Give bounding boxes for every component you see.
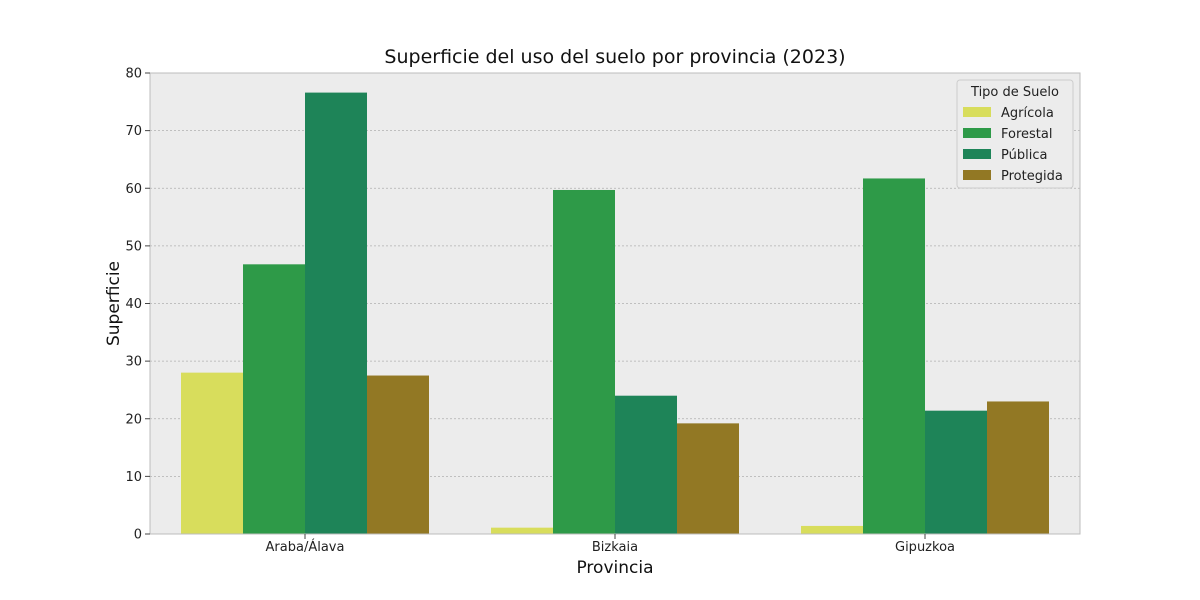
legend-swatch — [963, 170, 991, 180]
bar — [925, 410, 987, 534]
y-tick-label: 30 — [125, 355, 142, 370]
y-tick-label: 70 — [125, 124, 142, 139]
bars — [181, 92, 1049, 535]
bar — [491, 527, 553, 534]
bar — [801, 525, 863, 534]
bar — [305, 92, 367, 534]
x-tick-label: Araba/Álava — [266, 539, 345, 555]
legend-swatch — [963, 149, 991, 159]
bar — [181, 372, 243, 534]
bar — [615, 395, 677, 534]
y-tick-label: 80 — [125, 67, 142, 82]
x-axis-title: Provincia — [576, 558, 653, 578]
legend-label: Agrícola — [1001, 106, 1054, 121]
y-tick-label: 50 — [125, 239, 142, 254]
y-tick-label: 10 — [125, 470, 142, 485]
x-tick-label: Gipuzkoa — [895, 540, 955, 555]
x-tick-label: Bizkaia — [592, 540, 638, 555]
bar — [863, 178, 925, 535]
y-tick-label: 0 — [134, 528, 142, 543]
legend: Tipo de Suelo Agrícola Forestal Pública Pro… — [956, 79, 1074, 189]
bar — [243, 264, 305, 534]
legend-swatch — [963, 107, 991, 117]
y-tick-label: 40 — [125, 297, 142, 312]
x-axis: Araba/Álava Bizkaia Gipuzkoa — [266, 534, 955, 555]
y-axis-title: Superficie — [104, 261, 124, 346]
legend-label: Forestal — [1001, 127, 1052, 142]
bar — [553, 189, 615, 534]
y-tick-label: 60 — [125, 182, 142, 197]
y-axis: 0 10 20 30 40 50 60 70 80 — [125, 67, 150, 543]
legend-swatch — [963, 128, 991, 138]
y-tick-label: 20 — [125, 412, 142, 427]
bar — [367, 375, 429, 534]
bar — [677, 423, 739, 534]
legend-label: Pública — [1001, 148, 1047, 163]
bar — [987, 401, 1049, 534]
legend-label: Protegida — [1001, 169, 1063, 184]
legend-items: Agrícola Forestal Pública Protegida — [963, 106, 1063, 184]
chart-title: Superficie del uso del suelo por provinc… — [384, 46, 845, 68]
legend-title: Tipo de Suelo — [970, 85, 1059, 100]
